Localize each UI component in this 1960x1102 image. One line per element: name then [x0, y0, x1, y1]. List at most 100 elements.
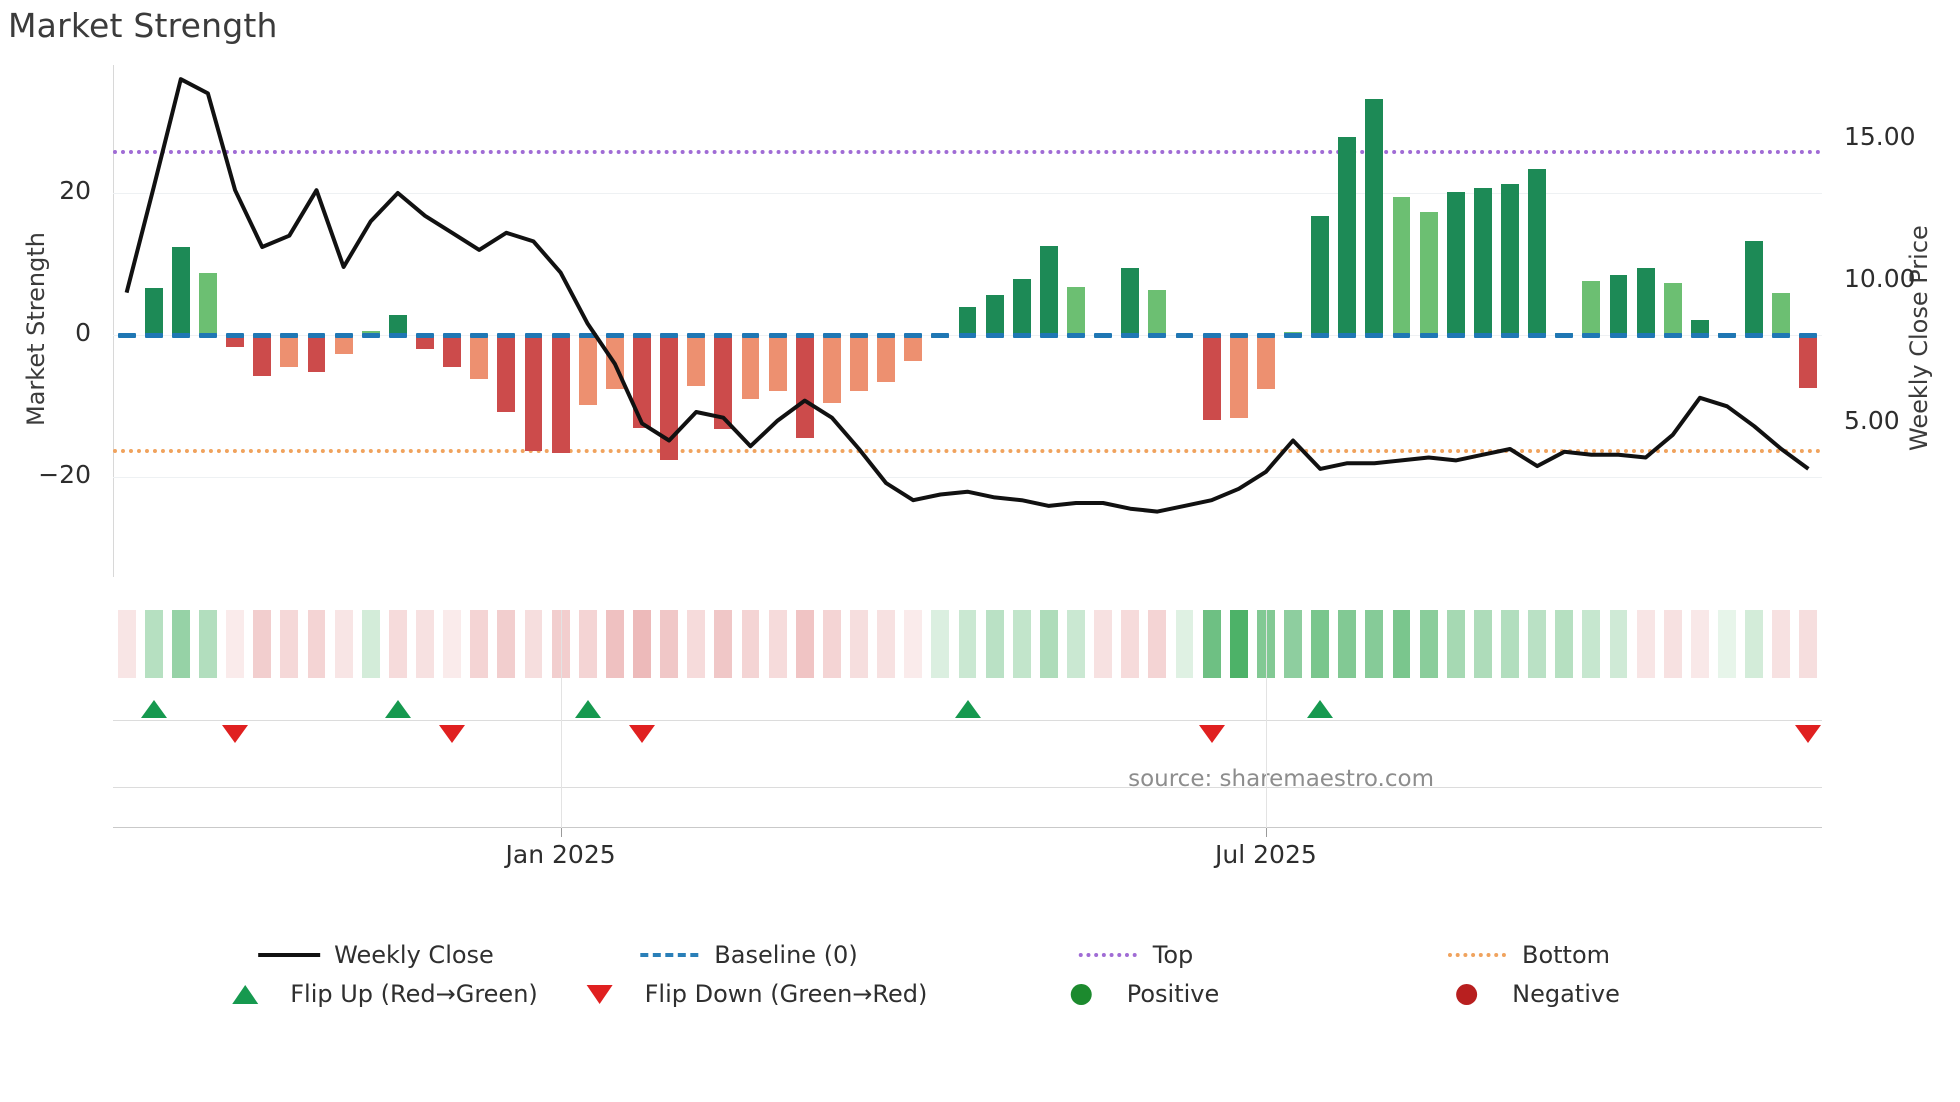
heat-cell [443, 610, 462, 678]
flip-down-marker-icon [1795, 725, 1822, 743]
bar [1311, 216, 1330, 336]
x-tick-label: Jul 2025 [1215, 840, 1317, 869]
baseline-segment [361, 333, 380, 339]
baseline-segment [443, 333, 462, 339]
bar [850, 335, 868, 391]
bar [741, 335, 760, 400]
heat-cell [1365, 610, 1384, 678]
baseline-segment [1419, 333, 1438, 339]
legend-item[interactable]: Negative [1436, 982, 1620, 1006]
flip-markers-row [113, 692, 1822, 752]
flip-down-marker-icon [628, 725, 655, 743]
bar [1636, 267, 1655, 336]
baseline-segment [1311, 333, 1330, 339]
flip-down-marker-icon [1198, 725, 1225, 743]
heat-cell [687, 610, 706, 678]
heat-cell [117, 610, 136, 678]
baseline-segment [985, 333, 1004, 339]
baseline-segment [198, 333, 217, 339]
bar [822, 335, 841, 404]
bar [443, 335, 462, 367]
bar [1582, 281, 1601, 336]
heat-cell [307, 610, 326, 678]
baseline-segment [117, 333, 136, 339]
baseline-segment [1745, 333, 1764, 339]
bar [1799, 335, 1818, 388]
legend-item[interactable]: Flip Up (Red→Green) [214, 982, 538, 1006]
heat-cell [1392, 610, 1411, 678]
baseline-segment [416, 333, 434, 339]
baseline-segment [1148, 333, 1167, 339]
heat-cell [1582, 610, 1601, 678]
heat-cell [388, 610, 407, 678]
bar [768, 335, 787, 392]
heat-cell [741, 610, 760, 678]
bar [1419, 212, 1438, 336]
legend-item[interactable]: Bottom [1446, 943, 1610, 967]
heat-cell [1202, 610, 1221, 678]
heat-cell [1690, 610, 1709, 678]
legend-item[interactable]: Top [1077, 943, 1193, 967]
legend-label: Flip Down (Green→Red) [644, 980, 928, 1008]
baseline-segment [687, 333, 706, 339]
legend-item[interactable]: Flip Down (Green→Red) [569, 980, 928, 1008]
legend-item[interactable]: Baseline (0) [638, 943, 858, 967]
bar [1772, 293, 1791, 336]
legend: Weekly Close Baseline (0) Top Bottom Flip Up… [0, 915, 1960, 1025]
bar [1012, 279, 1031, 336]
baseline-segment [822, 333, 841, 339]
baseline-segment [144, 333, 163, 339]
baseline-segment [1799, 333, 1818, 339]
x-tick-mark [560, 828, 562, 837]
bar [660, 335, 679, 460]
legend-item[interactable]: Weekly Close [258, 943, 494, 967]
baseline-segment [388, 333, 407, 339]
baseline-segment [1473, 333, 1492, 339]
baseline-swatch-icon [638, 944, 700, 966]
y-tick-right: 10.00 [1844, 264, 1916, 294]
heat-cell [1229, 610, 1248, 678]
heat-cell [1501, 610, 1519, 678]
baseline-segment [1256, 333, 1275, 339]
x-guide-line [1265, 610, 1267, 828]
heat-cell [958, 610, 977, 678]
baseline-segment [931, 333, 950, 339]
bar [361, 330, 380, 336]
heat-cell [605, 610, 624, 678]
baseline-segment [1094, 333, 1113, 339]
baseline-segment [253, 333, 272, 339]
bar [388, 314, 407, 336]
baseline-segment [1365, 333, 1384, 339]
legend-label: Bottom [1521, 941, 1611, 969]
legend-item[interactable]: Positive [1051, 982, 1219, 1006]
bar [1365, 99, 1384, 336]
heat-cell [1718, 610, 1736, 678]
flip-down-marker-icon [439, 725, 466, 743]
legend-label: Flip Up (Red→Green) [290, 980, 538, 1008]
flip-axis-line [113, 720, 1822, 721]
source-divider [113, 787, 1822, 788]
bar [551, 335, 570, 453]
heat-cell [822, 610, 841, 678]
heat-cell [795, 610, 814, 678]
baseline-segment [280, 333, 299, 339]
heat-cell [850, 610, 868, 678]
baseline-segment [850, 333, 868, 339]
bar-series [113, 65, 1822, 577]
heat-cell [1745, 610, 1764, 678]
positive-dot-icon [1051, 983, 1113, 1005]
flip-up-marker-icon [140, 700, 167, 718]
baseline-segment [958, 333, 977, 339]
weekly-close-line [124, 77, 1810, 514]
baseline-segment [470, 333, 489, 339]
bar [633, 335, 651, 429]
baseline-segment [1528, 333, 1547, 339]
baseline-segment [551, 333, 570, 339]
y-tick-left: 20 [59, 176, 91, 205]
y-tick-right: 15.00 [1844, 121, 1916, 151]
heat-cell [361, 610, 380, 678]
top-swatch-icon [1077, 944, 1139, 966]
heat-cell [1799, 610, 1818, 678]
x-guide-line [560, 610, 562, 828]
baseline-segment [714, 333, 733, 339]
